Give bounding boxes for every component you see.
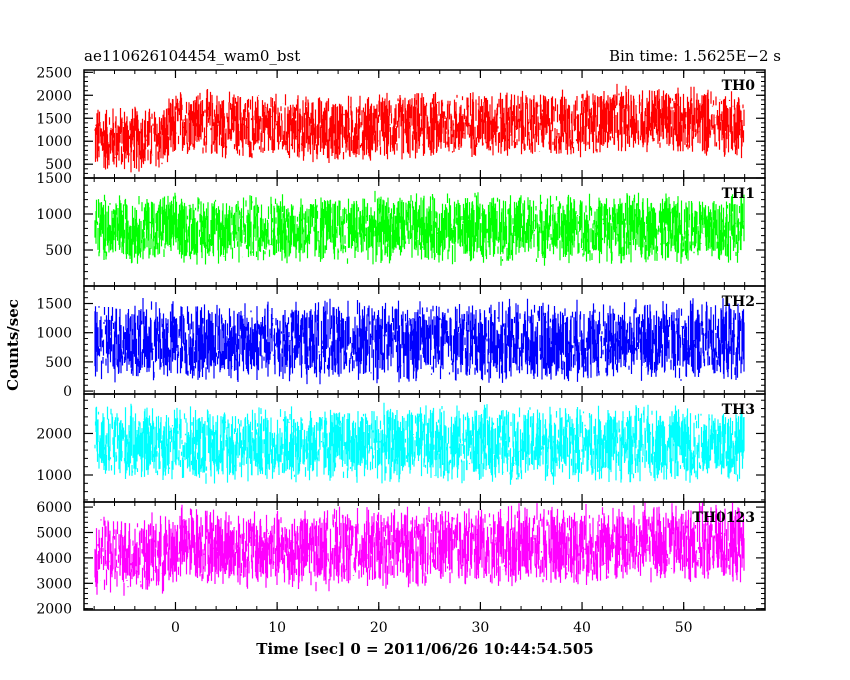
series-th3-line: [94, 402, 745, 485]
x-tick-label: 20: [370, 620, 388, 636]
y-tick-label: 1000: [36, 468, 72, 484]
y-tick-label: 1000: [36, 207, 72, 223]
y-tick-label: 1500: [36, 297, 72, 313]
chart-title-right: Bin time: 1.5625E−2 s: [609, 47, 781, 65]
x-tick-label: 30: [471, 620, 489, 636]
y-tick-label: 1500: [36, 111, 72, 127]
y-tick-label: 500: [45, 157, 72, 173]
series-th2-line: [94, 298, 745, 385]
x-axis-label: Time [sec] 0 = 2011/06/26 10:44:54.505: [256, 640, 593, 658]
y-tick-label: 4000: [36, 551, 72, 567]
y-tick-label: 1000: [36, 326, 72, 342]
panel-label: TH2: [722, 294, 755, 310]
y-tick-label: 0: [63, 384, 72, 400]
panel-label: TH0: [722, 78, 756, 94]
x-tick-label: 10: [268, 620, 286, 636]
series-th1-line: [94, 190, 745, 266]
panel-th0123: 2000 3000 4000 5000 6000 TH0123: [36, 500, 766, 618]
y-tick-label: 5000: [36, 525, 72, 541]
y-tick-label: 3000: [36, 576, 72, 592]
panels-group: 500 1000 1500 2000 2500 TH0 500 1000 1500 TH1 0 500…: [36, 65, 766, 618]
y-tick-label: 2500: [36, 65, 72, 81]
x-tick-label: 50: [675, 620, 693, 636]
x-tick-label: 40: [573, 620, 591, 636]
y-tick-label: 2000: [36, 88, 72, 104]
series-th0-line: [94, 83, 745, 173]
y-tick-label: 2000: [36, 426, 72, 442]
y-tick-label: 500: [45, 355, 72, 371]
y-tick-label: 1000: [36, 134, 72, 150]
chart-title-left: ae110626104454_wam0_bst: [84, 47, 300, 65]
x-axis: 0 10 20 30 40 50: [171, 620, 693, 636]
y-tick-label: 500: [45, 243, 72, 259]
panel-th2: 0 500 1000 1500 TH2: [36, 285, 766, 400]
series-th0123-line: [94, 502, 745, 596]
panel-frame: [83, 501, 766, 611]
panel-th0: 500 1000 1500 2000 2500 TH0: [36, 65, 766, 179]
x-tick-label: 0: [171, 620, 180, 636]
panel-label: TH1: [722, 186, 755, 202]
y-tick-label: 1500: [36, 171, 72, 187]
panel-label: TH3: [722, 402, 755, 418]
panel-th1: 500 1000 1500 TH1: [36, 171, 766, 287]
y-axis-label: Counts/sec: [4, 299, 22, 391]
panel-th3: 1000 2000 TH3: [36, 393, 766, 503]
panel-label: TH0123: [692, 510, 755, 526]
y-tick-label: 2000: [36, 602, 72, 618]
y-tick-label: 6000: [36, 500, 72, 516]
